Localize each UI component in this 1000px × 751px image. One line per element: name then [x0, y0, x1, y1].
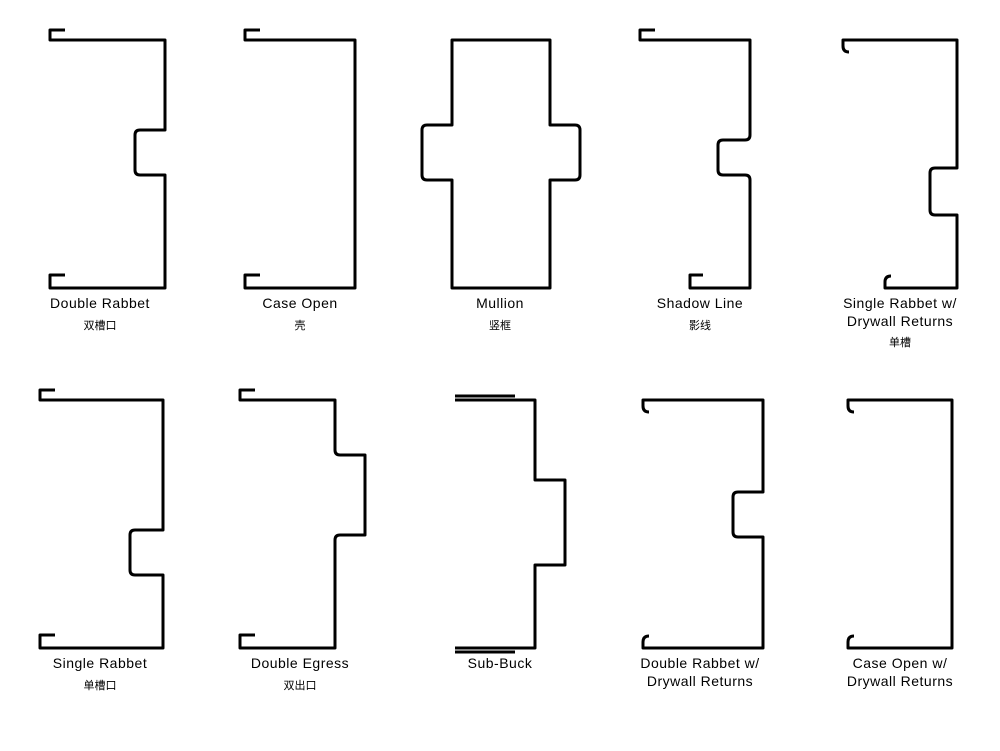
double-rabbet-icon — [35, 20, 165, 290]
labels-case-open: Case Open 壳 — [200, 295, 400, 333]
labels-double-rabbet-drywall: Double Rabbet w/ Drywall Returns — [600, 655, 800, 694]
label-cn: 双槽口 — [6, 317, 194, 333]
cell-single-rabbet: Single Rabbet 单槽口 — [0, 360, 200, 720]
shape-mullion — [400, 0, 600, 295]
labels-double-rabbet: Double Rabbet 双槽口 — [0, 295, 200, 333]
label-en: Mullion — [406, 295, 594, 313]
shape-shadow-line — [600, 0, 800, 295]
profiles-grid: Double Rabbet 双槽口 Case Open 壳 Mullion 竖框… — [0, 0, 1000, 751]
label-cn: 影线 — [606, 317, 794, 333]
label-cn: 壳 — [206, 317, 394, 333]
label-cn: 竖框 — [406, 317, 594, 333]
labels-sub-buck: Sub-Buck — [400, 655, 600, 677]
label-en: Case Open — [206, 295, 394, 313]
cell-single-rabbet-drywall: Single Rabbet w/ Drywall Returns 单槽 — [800, 0, 1000, 360]
label-cn: 双出口 — [206, 677, 394, 693]
shape-double-egress — [200, 360, 400, 655]
sub-buck-icon — [435, 380, 565, 650]
label-en: Single Rabbet — [6, 655, 194, 673]
labels-single-rabbet: Single Rabbet 单槽口 — [0, 655, 200, 693]
double-egress-icon — [235, 380, 365, 650]
cell-shadow-line: Shadow Line 影线 — [600, 0, 800, 360]
shape-case-open — [200, 0, 400, 295]
mullion-icon — [420, 20, 580, 290]
cell-double-egress: Double Egress 双出口 — [200, 360, 400, 720]
double-rabbet-drywall-icon — [635, 380, 765, 650]
label-en: Double Egress — [206, 655, 394, 673]
labels-shadow-line: Shadow Line 影线 — [600, 295, 800, 333]
case-open-drywall-icon — [840, 380, 960, 650]
shape-single-rabbet — [0, 360, 200, 655]
cell-double-rabbet: Double Rabbet 双槽口 — [0, 0, 200, 360]
labels-single-rabbet-drywall: Single Rabbet w/ Drywall Returns 单槽 — [800, 295, 1000, 350]
shape-double-rabbet — [0, 0, 200, 295]
cell-mullion: Mullion 竖框 — [400, 0, 600, 360]
single-rabbet-drywall-icon — [835, 20, 965, 290]
shape-single-rabbet-drywall — [800, 0, 1000, 295]
single-rabbet-icon — [35, 380, 165, 650]
cell-case-open: Case Open 壳 — [200, 0, 400, 360]
cell-case-open-drywall: Case Open w/ Drywall Returns — [800, 360, 1000, 720]
label-en: Single Rabbet w/ Drywall Returns — [806, 295, 994, 330]
shape-sub-buck — [400, 360, 600, 655]
shadow-line-icon — [635, 20, 765, 290]
label-en: Double Rabbet — [6, 295, 194, 313]
case-open-icon — [240, 20, 360, 290]
shape-case-open-drywall — [800, 360, 1000, 655]
label-cn: 单槽口 — [6, 677, 194, 693]
label-cn: 单槽 — [806, 334, 994, 350]
label-en: Sub-Buck — [406, 655, 594, 673]
shape-double-rabbet-drywall — [600, 360, 800, 655]
cell-double-rabbet-drywall: Double Rabbet w/ Drywall Returns — [600, 360, 800, 720]
label-en: Double Rabbet w/ Drywall Returns — [606, 655, 794, 690]
cell-sub-buck: Sub-Buck — [400, 360, 600, 720]
label-en: Case Open w/ Drywall Returns — [806, 655, 994, 690]
labels-mullion: Mullion 竖框 — [400, 295, 600, 333]
labels-double-egress: Double Egress 双出口 — [200, 655, 400, 693]
labels-case-open-drywall: Case Open w/ Drywall Returns — [800, 655, 1000, 694]
label-en: Shadow Line — [606, 295, 794, 313]
